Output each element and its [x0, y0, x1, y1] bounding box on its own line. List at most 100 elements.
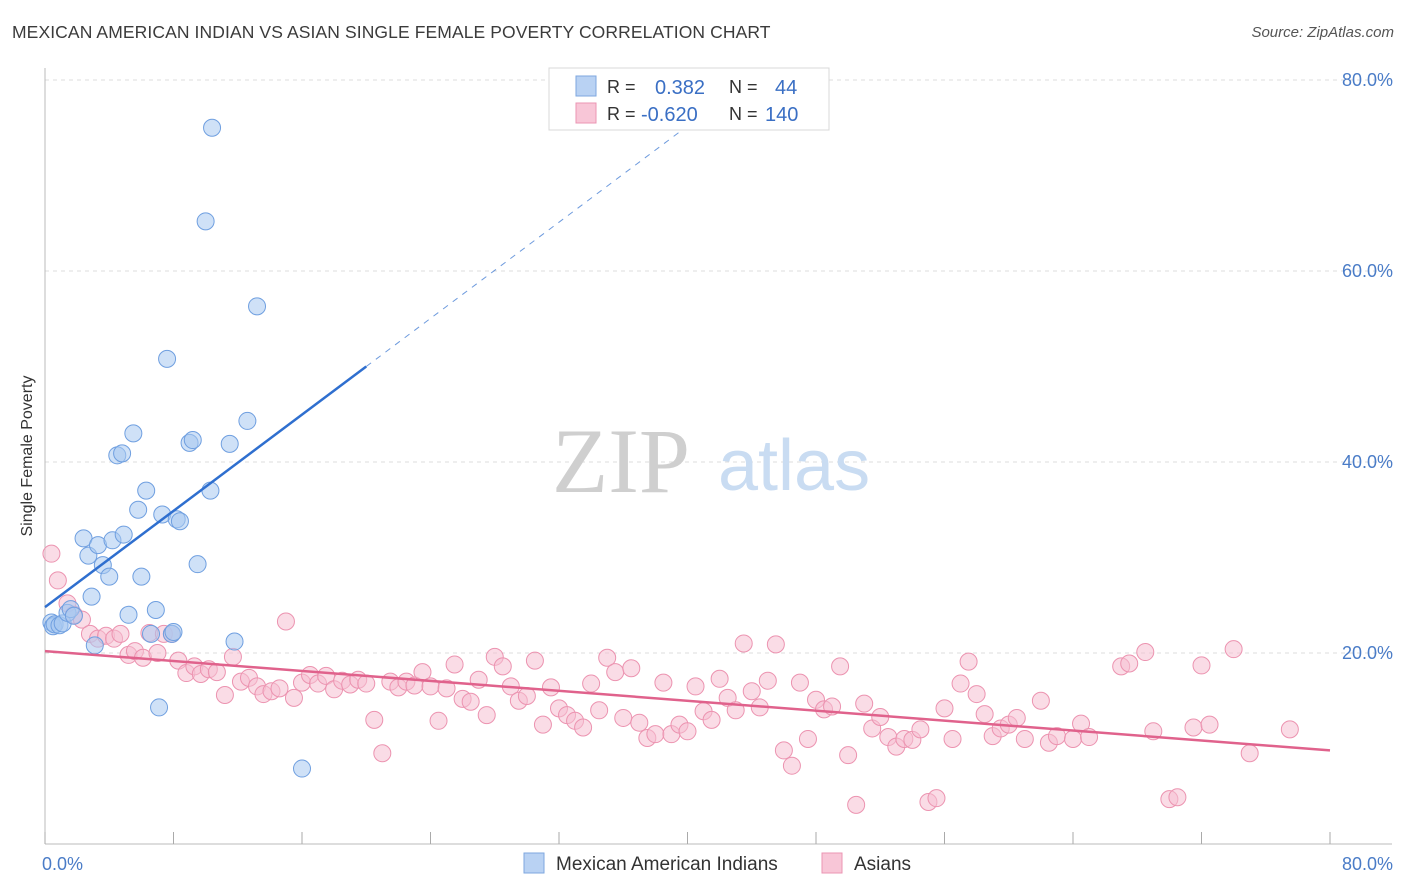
- stats-box: R = 0.382 N = 44 R = -0.620 N = 140: [548, 67, 830, 131]
- stats-n-value-2: 140: [765, 104, 798, 126]
- watermark-atlas: atlas: [718, 426, 870, 506]
- mexican-american-indians-points: [42, 118, 311, 778]
- asians-point: [742, 682, 761, 701]
- asians-point: [1192, 656, 1211, 675]
- watermark-zip: ZIP: [552, 410, 690, 512]
- asians-point: [935, 699, 954, 718]
- asians-point: [831, 657, 850, 676]
- legend-label-asians: Asians: [854, 854, 911, 875]
- asians-point: [790, 673, 809, 692]
- stats-swatch-mexican-american-indians: [575, 75, 597, 97]
- watermark: ZIP atlas: [552, 410, 870, 512]
- mexican-american-indians-point: [293, 759, 311, 778]
- asians-point: [42, 544, 61, 563]
- asians-point: [533, 715, 552, 734]
- asians-point: [614, 708, 633, 727]
- asians-point: [148, 644, 167, 662]
- mexican-american-indians-point: [146, 601, 165, 620]
- mexican-american-indians-point: [100, 567, 119, 586]
- asians-point: [365, 710, 384, 729]
- mexican-american-indians-point: [238, 411, 257, 430]
- legend-label-mexican-american-indians: Mexican American Indians: [556, 854, 778, 875]
- chart-title: MEXICAN AMERICAN INDIAN VS ASIAN SINGLE …: [12, 22, 771, 42]
- asians-point: [1184, 718, 1203, 737]
- stats-n-value-1: 44: [775, 77, 797, 99]
- asians-point: [1015, 729, 1034, 748]
- asians-point: [445, 655, 464, 674]
- asians-point: [270, 679, 289, 698]
- gridlines: [45, 79, 1392, 654]
- asians-point: [1200, 715, 1219, 734]
- asians-point: [574, 718, 593, 737]
- mexican-american-indians-point: [196, 212, 215, 231]
- stats-r-value-1: 0.382: [655, 77, 705, 99]
- asians-point: [1064, 729, 1082, 748]
- legend-swatch-mexican-american-indians: [523, 852, 545, 874]
- asians-point: [606, 663, 625, 682]
- asians-point: [1136, 643, 1155, 662]
- asians-point: [48, 571, 67, 590]
- asians-point: [678, 722, 697, 741]
- asians-point: [493, 657, 512, 676]
- stats-r-label-2: R =: [607, 104, 636, 124]
- asians-point: [630, 713, 649, 732]
- asians-point: [847, 795, 866, 814]
- stats-n-label-1: N =: [729, 77, 758, 97]
- asians-point: [654, 673, 673, 692]
- asians-point: [1031, 691, 1050, 710]
- mexican-american-indians-point: [113, 444, 132, 463]
- asians-point: [975, 705, 994, 724]
- asians-point: [284, 688, 303, 707]
- axes: [44, 68, 1392, 845]
- asians-point: [223, 647, 242, 666]
- asians-point: [622, 659, 641, 678]
- y-tick-label: 20.0%: [1342, 643, 1393, 663]
- asians-point: [215, 686, 234, 705]
- asians-point: [702, 710, 721, 729]
- asians-point: [734, 634, 753, 653]
- mexican-american-indians-point: [158, 349, 177, 368]
- asians-point: [477, 706, 496, 725]
- stats-r-label-1: R =: [607, 77, 636, 97]
- mexican-american-indians-point: [132, 567, 151, 586]
- asians-point: [437, 679, 456, 698]
- asians-point: [461, 692, 480, 711]
- y-tick-label: 80.0%: [1342, 70, 1393, 90]
- mexican-american-indians-point: [129, 500, 148, 519]
- mexican-american-indians-point: [170, 512, 189, 531]
- asians-point: [525, 651, 544, 670]
- stats-r-value-2: -0.620: [641, 104, 698, 126]
- chart-source: Source: ZipAtlas.com: [1251, 24, 1394, 41]
- asians-point: [598, 648, 617, 667]
- asians-point: [373, 744, 392, 763]
- asians-point: [943, 729, 962, 748]
- mexican-american-indians-point: [142, 624, 161, 643]
- asians-point: [1007, 708, 1026, 727]
- mexican-american-indians-point: [188, 555, 207, 574]
- asians-point: [582, 674, 601, 693]
- asians-point: [774, 741, 793, 760]
- asians-point: [839, 746, 858, 765]
- trend-lines: [44, 101, 1331, 752]
- asians-point: [207, 663, 226, 682]
- asians-point: [911, 720, 930, 739]
- mexican-american-indians-point: [137, 481, 156, 500]
- mexican-american-indians-point: [119, 605, 138, 624]
- asians-point: [798, 729, 817, 748]
- asians-point: [111, 624, 130, 643]
- asians-point: [541, 678, 560, 697]
- asians-point: [1168, 788, 1187, 807]
- legend: Mexican American Indians Asians: [523, 852, 911, 875]
- asians-point: [1224, 640, 1243, 659]
- asians-point: [758, 671, 777, 690]
- asians-point: [959, 652, 978, 671]
- mexican-american-indians-point: [183, 431, 202, 450]
- asians-point: [646, 725, 665, 744]
- asians-point: [766, 635, 785, 654]
- mexican-american-indians-point: [114, 525, 133, 544]
- mexican-american-indians-trend-extension: [365, 101, 720, 367]
- asians-trend-line: [44, 649, 1331, 752]
- y-tick-label: 60.0%: [1342, 261, 1393, 281]
- asians-point: [1120, 654, 1139, 673]
- tick-labels: 20.0% 40.0% 60.0% 80.0% 0.0% 80.0%: [42, 70, 1393, 874]
